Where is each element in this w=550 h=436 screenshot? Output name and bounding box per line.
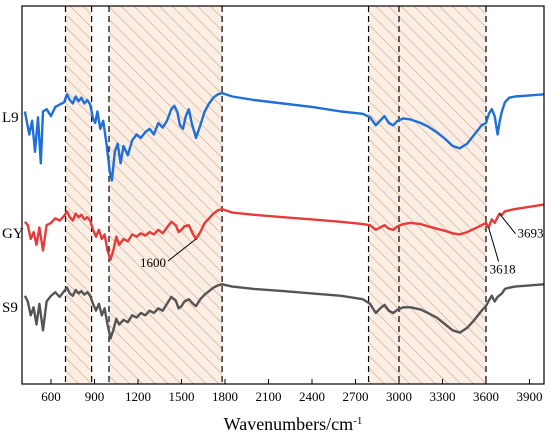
x-tick-label-1800: 1800 bbox=[212, 389, 238, 404]
spectra-lines bbox=[23, 91, 544, 340]
x-tick-label-2100: 2100 bbox=[256, 389, 282, 404]
x-tick-label-3600: 3600 bbox=[473, 389, 499, 404]
x-tick-label-600: 600 bbox=[41, 389, 61, 404]
series-label-gy: GY bbox=[2, 226, 24, 242]
series-label-l9: L9 bbox=[2, 110, 19, 126]
x-tick-label-3300: 3300 bbox=[430, 389, 456, 404]
series-line-gy bbox=[23, 203, 544, 261]
series-label-s9: S9 bbox=[2, 300, 18, 316]
shaded-regions bbox=[65, 6, 486, 384]
x-tick-label-3000: 3000 bbox=[386, 389, 412, 404]
series-line-s9 bbox=[23, 283, 544, 340]
annotation-label-3693: 3693 bbox=[517, 226, 543, 241]
shaded-region-1 bbox=[109, 6, 223, 384]
shaded-region-0 bbox=[65, 6, 92, 384]
x-tick-label-1500: 1500 bbox=[169, 389, 195, 404]
x-tick-label-3900: 3900 bbox=[517, 389, 543, 404]
x-tick-label-900: 900 bbox=[85, 389, 105, 404]
dashed-reference-lines bbox=[64, 6, 487, 384]
x-axis-title: Wavenumbers/cm-1 bbox=[224, 414, 363, 434]
x-axis-ticks: 600 900 1200 1500 1800 2100 2400 2700 3000 3300 36… bbox=[41, 379, 543, 404]
annotation-leader-2 bbox=[499, 213, 516, 235]
series-labels: L9 GY S9 bbox=[2, 110, 24, 316]
annotation-label-1600: 1600 bbox=[140, 255, 166, 270]
plot-frame bbox=[21, 5, 545, 385]
peak-annotations: 1600 3618 3693 bbox=[140, 213, 543, 277]
x-tick-label-2700: 2700 bbox=[343, 389, 369, 404]
series-line-l9 bbox=[23, 91, 544, 182]
annotation-leader-1 bbox=[488, 227, 500, 262]
annotation-label-3618: 3618 bbox=[490, 262, 516, 277]
x-tick-label-1200: 1200 bbox=[125, 389, 151, 404]
annotation-leader-0 bbox=[167, 238, 197, 262]
x-tick-label-2400: 2400 bbox=[299, 389, 325, 404]
shaded-region-2 bbox=[368, 6, 486, 384]
